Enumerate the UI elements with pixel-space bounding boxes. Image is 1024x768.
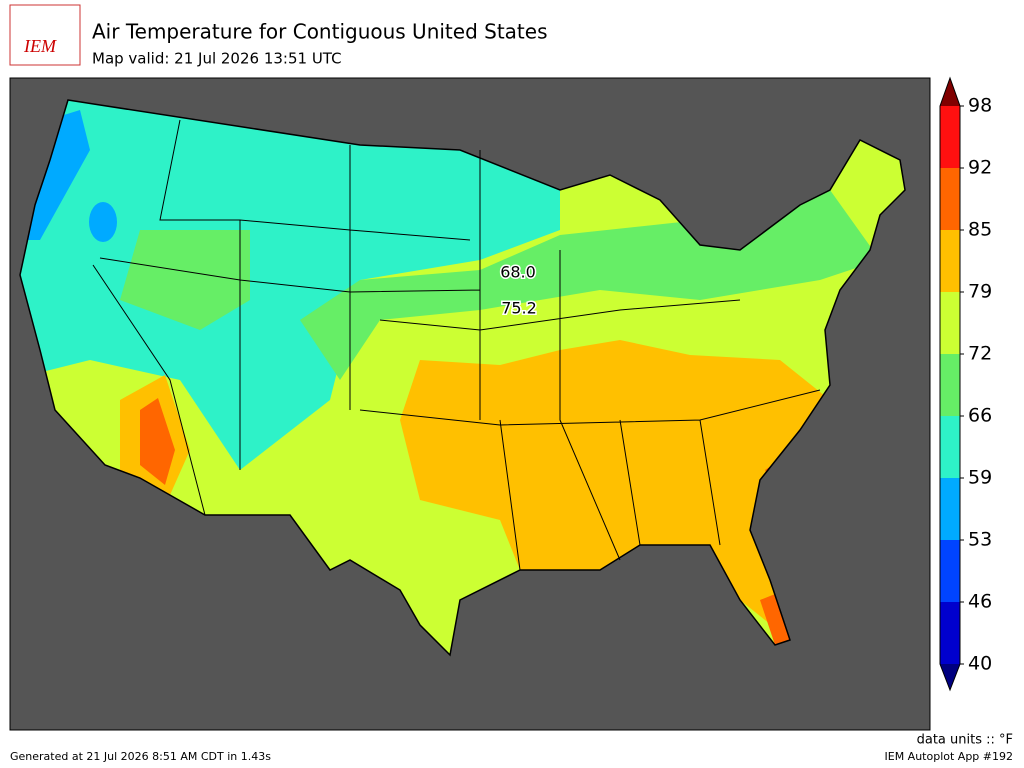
field-59-66 bbox=[20, 100, 560, 470]
app-id: IEM Autoplot App #192 bbox=[885, 750, 1014, 763]
colorbar-under bbox=[940, 664, 960, 690]
colorbar-bin bbox=[940, 540, 960, 602]
colorbar-tick-label: 92 bbox=[968, 157, 992, 179]
state-lines bbox=[92, 119, 821, 571]
colorbar-bin bbox=[940, 416, 960, 478]
colorbar-bin bbox=[940, 354, 960, 416]
colorbar-tick-label: 79 bbox=[968, 281, 992, 303]
logo-box bbox=[9, 4, 81, 66]
colorbar-over bbox=[940, 78, 960, 106]
colorbar-bin bbox=[940, 478, 960, 540]
colorbar-tick-label: 66 bbox=[968, 405, 992, 427]
field-66-72 bbox=[120, 190, 880, 380]
colorbar-tick-label: 72 bbox=[968, 343, 992, 365]
station-label: 75.2 bbox=[501, 299, 537, 318]
generated: Generated at 21 Jul 2026 8:51 AM CDT in … bbox=[10, 750, 271, 763]
colorbar-bin bbox=[940, 230, 960, 292]
colorbar: 40 46 53 59 66 72 79 85 92 98 bbox=[939, 76, 992, 692]
subtitle: Map valid: 21 Jul 2026 13:51 UTC bbox=[92, 50, 342, 68]
colorbar-tick-label: 40 bbox=[968, 653, 992, 675]
field-53-59 bbox=[89, 202, 117, 242]
units: data units :: °F bbox=[917, 733, 1013, 748]
field-53-59 bbox=[20, 110, 90, 240]
colorbar-tick-label: 98 bbox=[968, 95, 992, 117]
temperature-field bbox=[20, 100, 905, 655]
colorbar-tick-label: 59 bbox=[968, 467, 992, 489]
colorbar-bin bbox=[940, 106, 960, 168]
colorbar-tick-label: 53 bbox=[968, 529, 992, 551]
colorbar-bin bbox=[940, 292, 960, 354]
field-79-85 bbox=[120, 340, 830, 640]
title: Air Temperature for Contiguous United St… bbox=[92, 20, 548, 44]
colorbar-bin bbox=[940, 168, 960, 230]
colorbar-bin bbox=[940, 602, 960, 664]
station-label: 68.0 bbox=[500, 263, 536, 282]
colorbar-tick-label: 85 bbox=[968, 219, 992, 241]
logo: IEM bbox=[23, 36, 57, 56]
colorbar-tick-label: 46 bbox=[968, 591, 992, 613]
